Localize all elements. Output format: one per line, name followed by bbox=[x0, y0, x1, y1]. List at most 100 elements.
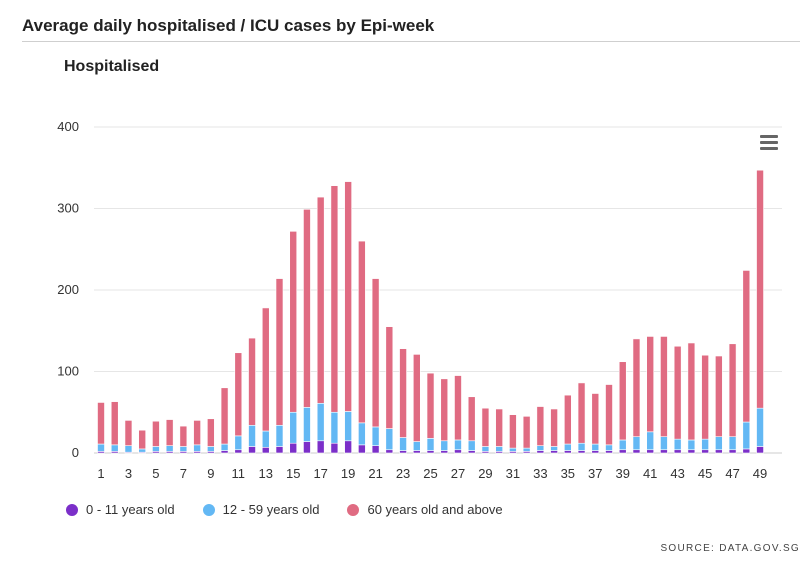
bar-segment[interactable] bbox=[687, 342, 696, 441]
bar-segment[interactable] bbox=[660, 436, 668, 451]
bar-segment[interactable] bbox=[605, 384, 613, 446]
bar-segment[interactable] bbox=[646, 431, 655, 451]
bar-segment[interactable] bbox=[289, 442, 298, 454]
bar-segment[interactable] bbox=[344, 440, 352, 454]
bar-segment[interactable] bbox=[399, 437, 407, 451]
bar-segment[interactable] bbox=[646, 449, 655, 454]
bar-segment[interactable] bbox=[344, 181, 352, 412]
bar-segment[interactable] bbox=[467, 450, 476, 454]
bar-segment[interactable] bbox=[385, 428, 394, 451]
bar-segment[interactable] bbox=[248, 337, 256, 426]
bar-segment[interactable] bbox=[412, 441, 421, 451]
bar-segment[interactable] bbox=[756, 446, 764, 454]
bar-segment[interactable] bbox=[564, 450, 572, 454]
bar-segment[interactable] bbox=[564, 443, 572, 451]
bar-segment[interactable] bbox=[550, 408, 558, 447]
bar-segment[interactable] bbox=[316, 196, 325, 404]
bar-segment[interactable] bbox=[550, 446, 558, 451]
bar-segment[interactable] bbox=[467, 396, 476, 442]
bar-segment[interactable] bbox=[275, 446, 284, 454]
bar-segment[interactable] bbox=[358, 240, 366, 424]
bar-segment[interactable] bbox=[742, 448, 751, 454]
bar-segment[interactable] bbox=[481, 407, 490, 447]
bar-segment[interactable] bbox=[97, 443, 105, 452]
bar-segment[interactable] bbox=[207, 418, 215, 447]
bar-segment[interactable] bbox=[591, 443, 600, 451]
bar-segment[interactable] bbox=[371, 426, 380, 446]
legend-item-60-above[interactable]: 60 years old and above bbox=[347, 502, 503, 517]
bar-segment[interactable] bbox=[605, 444, 613, 451]
bar-segment[interactable] bbox=[426, 372, 435, 439]
bar-segment[interactable] bbox=[138, 429, 146, 450]
bar-segment[interactable] bbox=[220, 450, 229, 454]
bar-segment[interactable] bbox=[440, 450, 449, 454]
bar-segment[interactable] bbox=[660, 336, 668, 438]
bar-segment[interactable] bbox=[618, 361, 627, 441]
bar-segment[interactable] bbox=[715, 436, 723, 451]
bar-segment[interactable] bbox=[673, 438, 682, 451]
bar-segment[interactable] bbox=[275, 424, 284, 447]
bar-segment[interactable] bbox=[330, 411, 339, 444]
bar-segment[interactable] bbox=[632, 449, 641, 454]
bar-segment[interactable] bbox=[316, 402, 325, 442]
bar-segment[interactable] bbox=[193, 444, 201, 452]
bar-segment[interactable] bbox=[742, 421, 751, 450]
bar-segment[interactable] bbox=[261, 446, 270, 454]
bar-segment[interactable] bbox=[165, 419, 174, 446]
bar-segment[interactable] bbox=[303, 407, 311, 442]
bar-segment[interactable] bbox=[687, 449, 696, 454]
bar-segment[interactable] bbox=[289, 411, 298, 444]
bar-segment[interactable] bbox=[618, 439, 627, 451]
legend-item-0-11[interactable]: 0 - 11 years old bbox=[66, 502, 175, 517]
bar-segment[interactable] bbox=[673, 449, 682, 454]
bar-segment[interactable] bbox=[234, 435, 243, 451]
bar-segment[interactable] bbox=[207, 446, 215, 452]
bar-segment[interactable] bbox=[138, 448, 146, 453]
bar-segment[interactable] bbox=[399, 450, 407, 454]
bar-segment[interactable] bbox=[124, 445, 133, 453]
bar-segment[interactable] bbox=[275, 278, 284, 426]
hamburger-menu-icon[interactable] bbox=[755, 132, 783, 154]
bar-segment[interactable] bbox=[577, 382, 586, 444]
bar-segment[interactable] bbox=[701, 449, 709, 454]
bar-segment[interactable] bbox=[728, 436, 737, 451]
bar-segment[interactable] bbox=[687, 439, 696, 451]
bar-segment[interactable] bbox=[536, 450, 545, 454]
bar-segment[interactable] bbox=[701, 438, 709, 451]
bar-segment[interactable] bbox=[303, 209, 311, 408]
bar-segment[interactable] bbox=[509, 414, 517, 449]
bar-segment[interactable] bbox=[426, 438, 435, 451]
bar-segment[interactable] bbox=[426, 450, 435, 454]
bar-segment[interactable] bbox=[344, 411, 352, 442]
bar-segment[interactable] bbox=[248, 446, 256, 454]
bar-segment[interactable] bbox=[399, 348, 407, 438]
bar-segment[interactable] bbox=[248, 424, 256, 447]
bar-segment[interactable] bbox=[550, 450, 558, 454]
bar-segment[interactable] bbox=[261, 307, 270, 432]
bar-segment[interactable] bbox=[220, 443, 229, 451]
bar-segment[interactable] bbox=[618, 449, 627, 454]
bar-segment[interactable] bbox=[467, 440, 476, 451]
bar-segment[interactable] bbox=[358, 444, 366, 454]
bar-segment[interactable] bbox=[495, 408, 503, 447]
bar-segment[interactable] bbox=[152, 420, 160, 447]
bar-segment[interactable] bbox=[632, 338, 641, 437]
bar-segment[interactable] bbox=[179, 425, 188, 447]
bar-segment[interactable] bbox=[234, 352, 243, 437]
bar-segment[interactable] bbox=[742, 270, 751, 423]
bar-segment[interactable] bbox=[316, 440, 325, 454]
bar-segment[interactable] bbox=[591, 450, 600, 454]
bar-segment[interactable] bbox=[536, 445, 545, 451]
bar-segment[interactable] bbox=[412, 354, 421, 442]
bar-segment[interactable] bbox=[165, 445, 174, 452]
bar-segment[interactable] bbox=[577, 450, 586, 454]
bar-segment[interactable] bbox=[454, 449, 462, 454]
bar-segment[interactable] bbox=[454, 439, 462, 451]
bar-segment[interactable] bbox=[220, 387, 229, 445]
bar-segment[interactable] bbox=[756, 407, 764, 447]
bar-segment[interactable] bbox=[522, 416, 531, 449]
bar-segment[interactable] bbox=[261, 430, 270, 448]
bar-segment[interactable] bbox=[385, 449, 394, 454]
bar-segment[interactable] bbox=[179, 446, 188, 452]
bar-segment[interactable] bbox=[536, 406, 545, 446]
